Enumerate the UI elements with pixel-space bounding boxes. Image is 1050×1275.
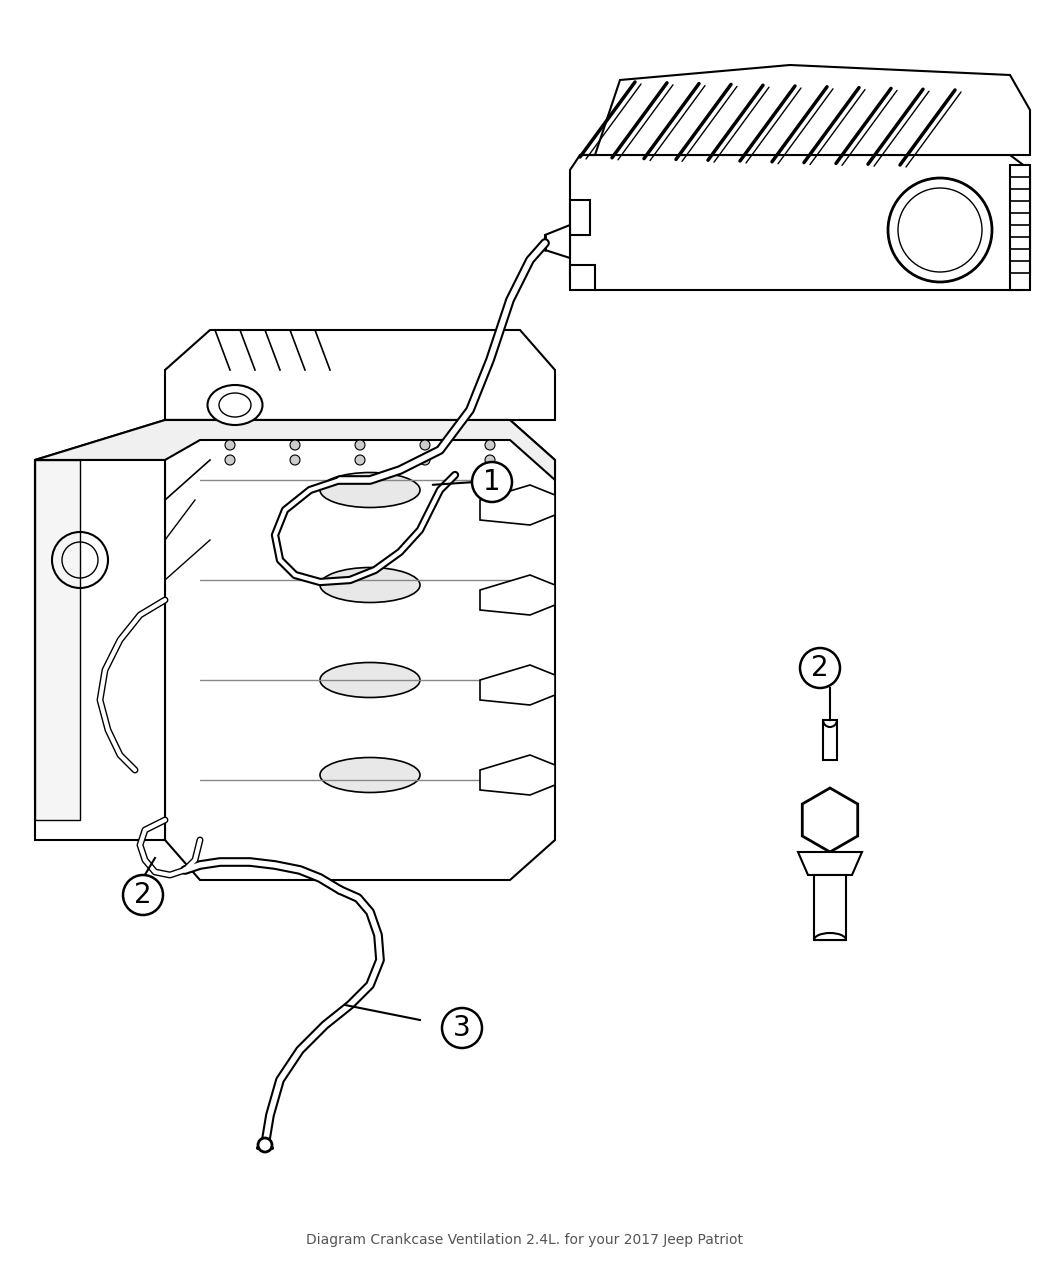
Circle shape — [420, 440, 430, 450]
Circle shape — [355, 455, 365, 465]
Polygon shape — [480, 575, 555, 615]
Ellipse shape — [219, 393, 251, 417]
Circle shape — [123, 875, 163, 915]
Polygon shape — [165, 419, 555, 880]
Text: 3: 3 — [454, 1014, 470, 1042]
Text: 1: 1 — [483, 468, 501, 496]
Circle shape — [485, 455, 495, 465]
Circle shape — [800, 648, 840, 689]
FancyBboxPatch shape — [814, 875, 846, 940]
Circle shape — [290, 440, 300, 450]
Text: 2: 2 — [134, 881, 152, 909]
Ellipse shape — [208, 385, 262, 425]
Text: 2: 2 — [812, 654, 828, 682]
Polygon shape — [570, 265, 595, 289]
Polygon shape — [802, 788, 858, 852]
Polygon shape — [480, 666, 555, 705]
Circle shape — [420, 455, 430, 465]
Ellipse shape — [320, 473, 420, 507]
Polygon shape — [35, 460, 165, 840]
Circle shape — [225, 455, 235, 465]
Ellipse shape — [258, 1139, 272, 1153]
Ellipse shape — [320, 663, 420, 697]
Ellipse shape — [320, 757, 420, 793]
Text: Diagram Crankcase Ventilation 2.4L. for your 2017 Jeep Patriot: Diagram Crankcase Ventilation 2.4L. for … — [307, 1233, 743, 1247]
Polygon shape — [1010, 164, 1030, 289]
Circle shape — [225, 440, 235, 450]
Polygon shape — [480, 755, 555, 796]
Circle shape — [485, 440, 495, 450]
Polygon shape — [570, 200, 590, 235]
Polygon shape — [545, 224, 570, 258]
Polygon shape — [570, 156, 1030, 289]
Polygon shape — [165, 330, 555, 419]
Polygon shape — [35, 419, 555, 479]
Circle shape — [355, 440, 365, 450]
Polygon shape — [35, 460, 80, 820]
Polygon shape — [480, 484, 555, 525]
Circle shape — [442, 1009, 482, 1048]
Polygon shape — [798, 852, 862, 875]
Circle shape — [290, 455, 300, 465]
Polygon shape — [35, 419, 200, 840]
Circle shape — [472, 462, 512, 502]
Polygon shape — [823, 720, 837, 760]
Polygon shape — [580, 65, 1030, 156]
Ellipse shape — [320, 567, 420, 603]
